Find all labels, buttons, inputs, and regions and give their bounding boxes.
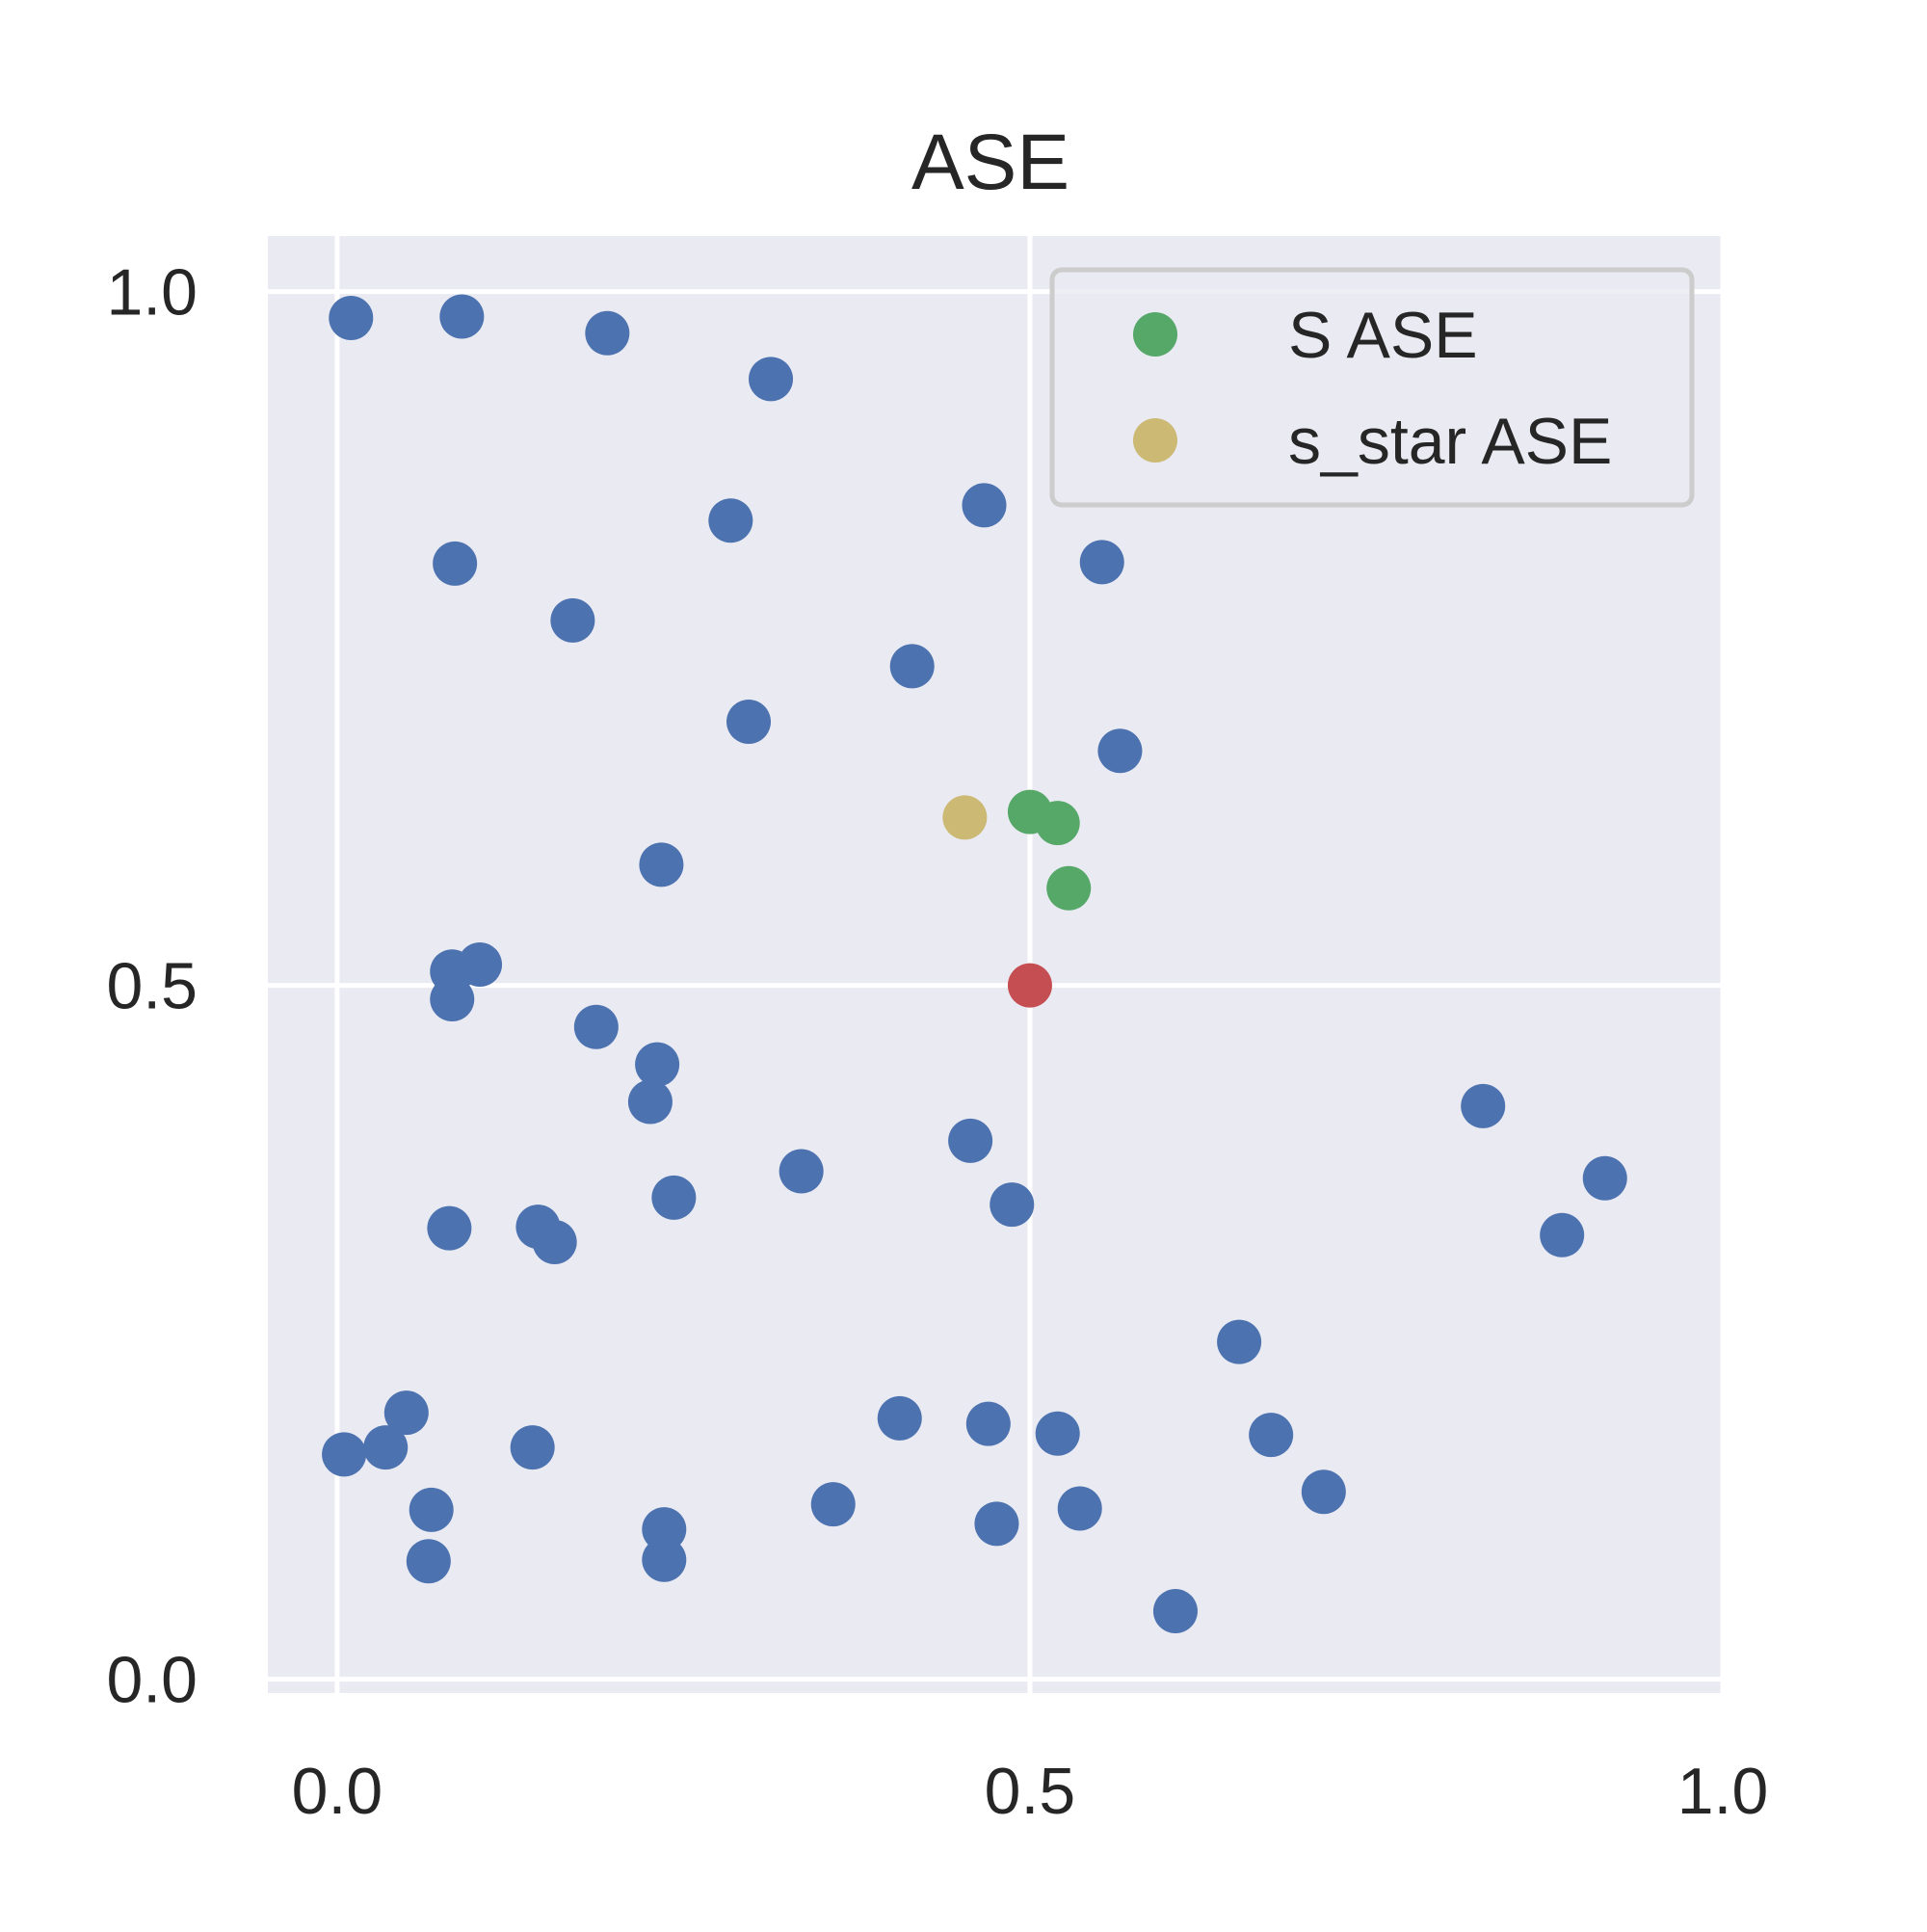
data-points (322, 294, 1627, 1634)
data-point (642, 1537, 687, 1582)
data-point (642, 1507, 687, 1552)
data-point (532, 1220, 577, 1264)
x-tick-label: 0.5 (985, 1755, 1076, 1828)
data-point (1007, 963, 1052, 1008)
data-point (585, 310, 630, 356)
data-point (779, 1149, 824, 1194)
data-point (550, 597, 595, 643)
data-point (1540, 1212, 1585, 1257)
data-point (406, 1539, 451, 1584)
y-tick-label: 0.0 (106, 1644, 198, 1717)
y-tick-label: 1.0 (106, 256, 198, 330)
y-tick-label: 0.5 (106, 950, 198, 1023)
data-point (1035, 801, 1080, 846)
data-point (877, 1395, 922, 1441)
data-point (708, 498, 753, 543)
data-point (430, 977, 475, 1021)
data-point (965, 1401, 1011, 1446)
data-point (639, 842, 684, 887)
data-point (942, 795, 988, 840)
data-point (433, 541, 478, 586)
data-point (990, 1182, 1035, 1228)
data-point (1249, 1413, 1294, 1458)
data-point (1152, 1589, 1198, 1634)
data-point (726, 700, 772, 744)
data-point (363, 1425, 409, 1470)
chart-title: ASE (911, 119, 1069, 206)
data-point (1057, 1486, 1102, 1531)
data-point (409, 1487, 454, 1532)
data-point (962, 483, 1007, 528)
legend-label: s_star ASE (1288, 405, 1612, 478)
data-point (651, 1175, 697, 1220)
data-point (1035, 1411, 1080, 1456)
data-point (383, 1390, 429, 1436)
tick-labels: 0.0 0.5 1.0 0.0 0.5 1.0 (106, 256, 1768, 1828)
data-point (635, 1042, 680, 1087)
legend-marker (1133, 418, 1177, 463)
data-point (1301, 1469, 1346, 1515)
data-point (749, 357, 794, 402)
data-point (439, 294, 485, 339)
data-point (458, 942, 503, 987)
data-point (974, 1501, 1019, 1547)
x-tick-label: 1.0 (1677, 1755, 1769, 1828)
data-point (573, 1004, 619, 1049)
legend-label: S ASE (1288, 299, 1478, 372)
data-point (427, 1205, 472, 1251)
data-point (1079, 540, 1124, 585)
data-point (1217, 1319, 1262, 1364)
data-point (329, 295, 374, 340)
data-point (1097, 728, 1143, 774)
data-point (889, 644, 935, 689)
data-point (1461, 1083, 1506, 1128)
data-point (948, 1118, 993, 1163)
data-point (627, 1079, 673, 1125)
data-point (1046, 865, 1092, 911)
legend: S ASE s_star ASE (1049, 267, 1695, 508)
data-point (810, 1482, 856, 1527)
data-point (322, 1432, 367, 1477)
legend-marker (1133, 312, 1177, 357)
data-point (510, 1425, 555, 1470)
x-tick-label: 0.0 (292, 1755, 383, 1828)
legend-box (1049, 267, 1695, 508)
data-point (1582, 1155, 1627, 1201)
